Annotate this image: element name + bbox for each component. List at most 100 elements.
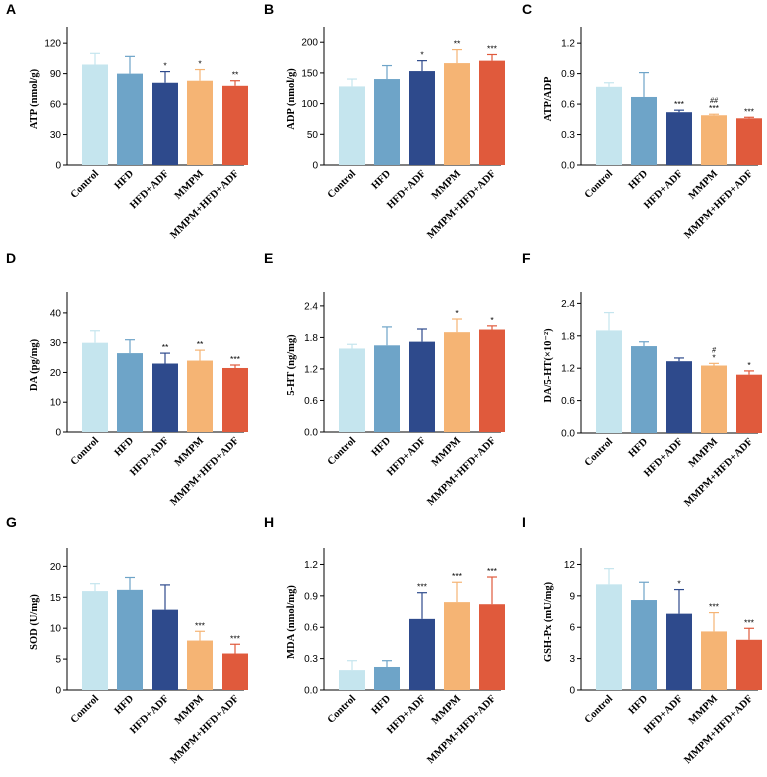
- y-tick-label: 30: [50, 130, 62, 141]
- y-tick-label: 0.0: [561, 429, 575, 440]
- bar: [374, 666, 400, 690]
- x-tick-label: MMPM+HFD+ADF: [425, 693, 498, 766]
- x-tick-label: Control: [583, 168, 615, 200]
- bar: [152, 609, 178, 690]
- significance-marker: ***: [674, 99, 685, 109]
- y-tick-label: 40: [50, 308, 62, 319]
- bar: [409, 71, 435, 165]
- bar: [701, 115, 727, 165]
- significance-marker: ***: [452, 571, 463, 581]
- y-tick-label: 0.0: [304, 686, 318, 697]
- y-axis-label: 5-HT (ng/mg): [286, 334, 297, 396]
- y-tick-label: 0.3: [561, 130, 575, 141]
- bar: [152, 82, 178, 165]
- x-tick-label: HFD: [113, 693, 137, 717]
- y-tick-label: 3: [569, 654, 575, 665]
- y-tick-label: 0.0: [561, 161, 575, 172]
- y-axis-label: ATP/ADP: [543, 76, 554, 121]
- y-tick-label: 50: [307, 130, 319, 141]
- panel-letter: C: [522, 1, 532, 17]
- y-tick-label: 90: [50, 69, 62, 80]
- x-tick-label: HFD: [370, 693, 394, 717]
- significance-marker: ***: [195, 620, 206, 630]
- bar: [82, 342, 108, 432]
- significance-marker: *: [420, 50, 424, 60]
- bar: [222, 85, 248, 165]
- y-tick-label: 30: [50, 338, 62, 349]
- y-tick-label: 0.6: [561, 100, 575, 111]
- x-tick-label: MMPM+HFD+ADF: [425, 435, 498, 508]
- y-tick-label: 1.2: [561, 39, 575, 50]
- significance-marker: ***: [487, 566, 498, 576]
- x-tick-label: MMPM+HFD+ADF: [168, 435, 241, 508]
- x-tick-label: HFD: [113, 435, 137, 459]
- bar: [374, 79, 400, 165]
- x-tick-label: MMPM: [430, 435, 463, 468]
- y-axis-label: GSH-Px (mU/mg): [543, 581, 554, 662]
- bar: [339, 348, 365, 432]
- x-tick-label: MMPM: [687, 168, 720, 201]
- x-tick-label: MMPM: [687, 436, 720, 469]
- y-tick-label: 0.6: [561, 396, 575, 407]
- panel-letter: F: [522, 250, 531, 266]
- significance-marker: **: [197, 339, 204, 349]
- y-tick-label: 1.8: [304, 333, 318, 344]
- panel-letter: H: [264, 514, 274, 530]
- panel-h: H 0.0 0.3 0.6 0.9 1.2 MDA (nmol/mg) Control HFD *…: [264, 514, 505, 766]
- bar: [409, 618, 435, 690]
- x-tick-label: Control: [583, 436, 615, 468]
- significance-marker: ***: [709, 602, 720, 612]
- x-tick-label: Control: [326, 693, 358, 725]
- y-tick-label: 0: [312, 161, 318, 172]
- panel-e: E0.00.61.21.82.45-HT (ng/mg)Control HFDHF…: [264, 250, 505, 508]
- y-tick-label: 120: [44, 39, 61, 50]
- significance-marker: *: [490, 315, 494, 325]
- panel-letter: E: [264, 250, 273, 266]
- significance-marker: *: [747, 360, 751, 370]
- y-tick-label: 20: [50, 368, 62, 379]
- y-tick-label: 2.4: [561, 299, 575, 310]
- x-tick-label: MMPM+HFD+ADF: [168, 693, 241, 766]
- significance-marker: #: [712, 345, 717, 354]
- bar: [82, 64, 108, 165]
- x-tick-label: Control: [326, 435, 358, 467]
- panel-letter: A: [6, 1, 16, 17]
- x-tick-label: MMPM: [687, 693, 720, 726]
- y-tick-label: 0.6: [304, 623, 318, 634]
- y-tick-label: 6: [569, 623, 575, 634]
- y-tick-label: 10: [50, 398, 62, 409]
- y-tick-label: 1.8: [561, 331, 575, 342]
- y-tick-label: 0.9: [561, 69, 575, 80]
- x-tick-label: MMPM: [430, 693, 463, 726]
- bar: [736, 374, 762, 433]
- x-tick-label: MMPM+HFD+ADF: [168, 168, 241, 241]
- bar: [479, 329, 505, 432]
- x-tick-label: MMPM: [173, 693, 206, 726]
- x-tick-label: MMPM: [173, 168, 206, 201]
- y-tick-label: 1.2: [561, 364, 575, 375]
- significance-marker: **: [232, 70, 239, 80]
- bar: [339, 86, 365, 165]
- bar: [444, 602, 470, 690]
- y-axis-label: ATP (nmol/g): [29, 68, 40, 129]
- bar: [117, 589, 143, 690]
- significance-marker: ***: [230, 354, 241, 364]
- bar: [596, 584, 622, 690]
- x-tick-label: MMPM+HFD+ADF: [682, 693, 755, 766]
- y-tick-label: 200: [301, 38, 318, 49]
- x-tick-label: Control: [69, 693, 101, 725]
- bar: [152, 363, 178, 432]
- y-tick-label: 10: [50, 624, 62, 635]
- y-tick-label: 15: [50, 593, 62, 604]
- significance-marker: *: [712, 352, 716, 362]
- bar: [479, 604, 505, 690]
- y-tick-label: 0.0: [304, 428, 318, 439]
- bar: [736, 639, 762, 690]
- x-tick-label: Control: [69, 168, 101, 200]
- bar: [444, 332, 470, 432]
- significance-marker: ***: [744, 106, 755, 116]
